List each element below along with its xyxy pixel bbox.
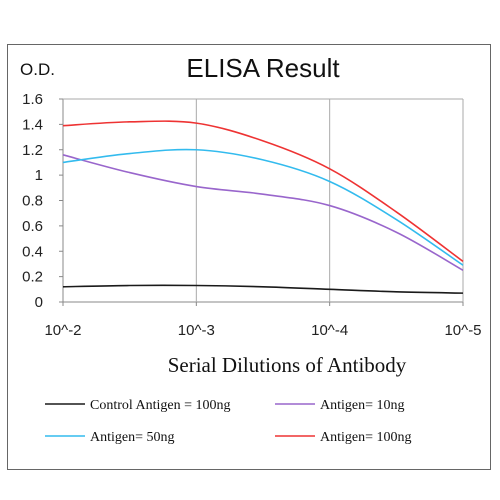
y-tick-labels: 0 0.2 0.4 0.6 0.8 1 1.2 1.4 1.6 xyxy=(22,91,63,311)
x-tick-label: 10^-5 xyxy=(444,322,481,339)
x-tick-labels: 10^-2 10^-3 10^-4 10^-5 xyxy=(44,302,482,339)
y-tick-label: 0.6 xyxy=(22,218,43,235)
x-axis-label: Serial Dilutions of Antibody xyxy=(168,353,407,377)
series-line-1 xyxy=(62,284,464,294)
legend-label: Antigen= 10ng xyxy=(320,398,405,413)
x-tick-label: 10^-4 xyxy=(311,322,348,339)
plot-background xyxy=(63,99,463,302)
y-axis-label: O.D. xyxy=(20,60,55,79)
chart-title: ELISA Result xyxy=(186,53,340,83)
legend-label: Antigen= 50ng xyxy=(90,430,175,445)
legend-label: Antigen= 100ng xyxy=(320,430,412,445)
y-tick-label: 0.8 xyxy=(22,193,43,210)
grid-lines xyxy=(195,99,331,302)
y-tick-label: 0.4 xyxy=(22,243,43,260)
y-tick-label: 1.6 xyxy=(22,91,43,108)
series-line-4 xyxy=(62,120,464,263)
legend: Control Antigen = 100ng Antigen= 10ng Anti… xyxy=(45,398,412,445)
series-line-3 xyxy=(62,148,464,266)
x-tick-label: 10^-2 xyxy=(44,322,81,339)
y-tick-label: 1.4 xyxy=(22,116,43,133)
y-tick-label: 1.2 xyxy=(22,142,43,159)
y-tick-label: 0.2 xyxy=(22,269,43,286)
series-lines xyxy=(62,120,464,294)
legend-label: Control Antigen = 100ng xyxy=(90,398,231,413)
x-tick-label: 10^-3 xyxy=(178,322,215,339)
series-line-2 xyxy=(62,154,464,271)
y-tick-label: 0 xyxy=(35,294,43,311)
plot-area xyxy=(62,98,464,303)
y-tick-label: 1 xyxy=(35,167,43,184)
